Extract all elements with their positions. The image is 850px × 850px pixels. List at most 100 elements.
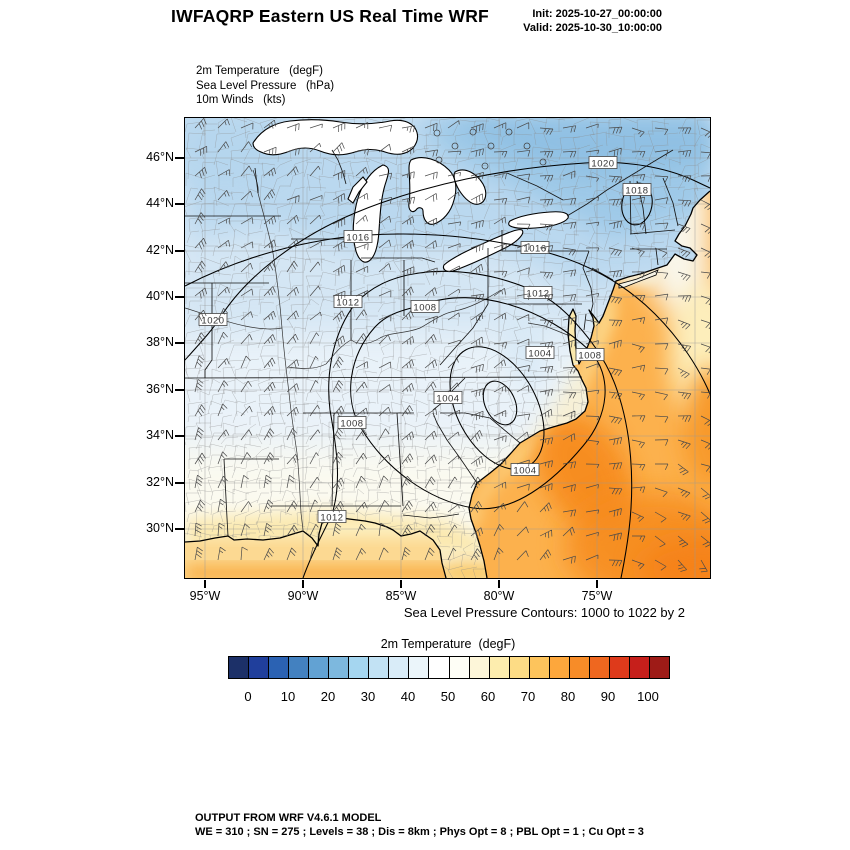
contour-label-text: 1018 <box>625 185 648 196</box>
great-lakes <box>251 118 659 364</box>
contour-label-text: 1004 <box>513 465 536 476</box>
colorbar-cell <box>568 657 589 678</box>
colorbar-cell <box>248 657 269 678</box>
contour-label-text: 1004 <box>436 393 459 404</box>
colorbar-tick-label: 20 <box>320 689 336 704</box>
lat-label: 44°N <box>146 196 174 210</box>
lon-tick <box>302 579 304 588</box>
colorbar-cell <box>268 657 289 678</box>
contour-label: 1012 <box>317 509 346 523</box>
init-time: Init: 2025-10-27_00:00:00 <box>532 8 662 20</box>
green-bay <box>346 175 368 204</box>
lon-label: 75°W <box>581 589 613 603</box>
contour-label-text: 1012 <box>320 512 343 523</box>
colorbar-cell <box>368 657 389 678</box>
contour-label: 1008 <box>337 415 366 429</box>
colorbar-cell <box>468 657 489 678</box>
state-boundaries <box>184 149 678 536</box>
model-footer: OUTPUT FROM WRF V4.6.1 MODEL WE = 310 ; … <box>195 811 644 839</box>
colorbar-cell <box>428 657 449 678</box>
contour-label: 1018 <box>622 182 651 196</box>
lat-label: 36°N <box>146 382 174 396</box>
contour-label: 1020 <box>198 312 227 326</box>
colorbar-cell <box>488 657 509 678</box>
lat-tick <box>175 435 184 437</box>
valid-time: Valid: 2025-10-30_10:00:00 <box>523 21 662 34</box>
map-canvas: 1020 1020 1018 1016 1016 1012 1012 1012 1008 1008… <box>184 117 710 578</box>
contour-label-text: 1020 <box>201 315 224 326</box>
lat-tick <box>175 389 184 391</box>
colorbar-tick-label: 40 <box>400 689 416 704</box>
lat-tick <box>175 250 184 252</box>
lon-label: 85°W <box>385 589 417 603</box>
contour-label: 1016 <box>520 240 549 254</box>
contour-label: 1008 <box>575 347 604 361</box>
colorbar-tick-label: 70 <box>520 689 536 704</box>
calm-wind-circles <box>433 128 546 169</box>
long-island <box>618 268 659 288</box>
lat-label: 40°N <box>146 289 174 303</box>
contour-label-text: 1012 <box>336 297 359 308</box>
contour-label-text: 1020 <box>591 158 614 169</box>
colorbar-cell <box>628 657 649 678</box>
time-stamp: Init: 2025-10-27_00:00:00 Valid: 2025-10… <box>400 8 662 35</box>
footer-line1: OUTPUT FROM WRF V4.6.1 MODEL <box>195 812 382 824</box>
lon-label: 80°W <box>483 589 515 603</box>
colorbar <box>228 656 670 679</box>
colorbar-tick-label: 0 <box>244 689 252 704</box>
contour-label-text: 1016 <box>523 243 546 254</box>
contour-label-text: 1008 <box>413 302 436 313</box>
colorbar-cell <box>308 657 329 678</box>
colorbar-tick-label: 80 <box>560 689 576 704</box>
contour-label: 1004 <box>510 462 539 476</box>
wind-barbs <box>194 117 710 572</box>
contour-label: 1012 <box>333 294 362 308</box>
lat-label: 38°N <box>146 335 174 349</box>
lat-label: 32°N <box>146 475 174 489</box>
lon-label: 90°W <box>287 589 319 603</box>
contour-label: 1020 <box>588 155 617 169</box>
colorbar-tick-label: 100 <box>637 689 659 704</box>
colorbar-tick-label: 90 <box>600 689 616 704</box>
colorbar-title: 2m Temperature (degF) <box>380 637 516 651</box>
footer-line2: WE = 310 ; SN = 275 ; Levels = 38 ; Dis … <box>195 826 644 838</box>
colorbar-tick-label: 50 <box>440 689 456 704</box>
lon-tick <box>204 579 206 588</box>
colorbar-cell <box>548 657 569 678</box>
lon-tick <box>400 579 402 588</box>
lat-tick <box>175 342 184 344</box>
lon-tick <box>498 579 500 588</box>
colorbar-cell <box>528 657 549 678</box>
colorbar-tick-label: 60 <box>480 689 496 704</box>
colorbar-cell <box>288 657 309 678</box>
page-title: IWFAQRP Eastern US Real Time WRF <box>171 6 489 26</box>
field-temperature: 2m Temperature (degF) <box>196 65 323 77</box>
field-pressure: Sea Level Pressure (hPa) <box>196 79 335 92</box>
lat-tick <box>175 528 184 530</box>
colorbar-cell <box>648 657 670 678</box>
colorbar-cell <box>448 657 469 678</box>
contour-label-text: 1016 <box>346 232 369 243</box>
colorbar-tick-label: 10 <box>280 689 296 704</box>
lon-label: 95°W <box>189 589 221 603</box>
lon-tick <box>596 579 598 588</box>
colorbar-cell <box>388 657 409 678</box>
colorbar-cell <box>348 657 369 678</box>
colorbar-cell <box>508 657 529 678</box>
contour-note: Sea Level Pressure Contours: 1000 to 102… <box>403 605 685 620</box>
rivers <box>184 169 570 530</box>
lat-label: 30°N <box>146 521 174 535</box>
contour-label: 1012 <box>523 285 552 299</box>
field-winds: 10m Winds (kts) <box>196 94 286 106</box>
lat-tick <box>175 296 184 298</box>
field-list: 2m Temperature (degF) Sea Level Pressure… <box>196 64 334 108</box>
contour-label-text: 1004 <box>528 348 551 359</box>
lat-label: 46°N <box>146 150 174 164</box>
lat-label: 34°N <box>146 428 174 442</box>
contour-label-text: 1008 <box>340 418 363 429</box>
atlantic-ocean-fill <box>468 190 710 578</box>
colorbar-cell <box>229 657 249 678</box>
colorbar-cell <box>328 657 349 678</box>
contour-label-text: 1012 <box>526 288 549 299</box>
